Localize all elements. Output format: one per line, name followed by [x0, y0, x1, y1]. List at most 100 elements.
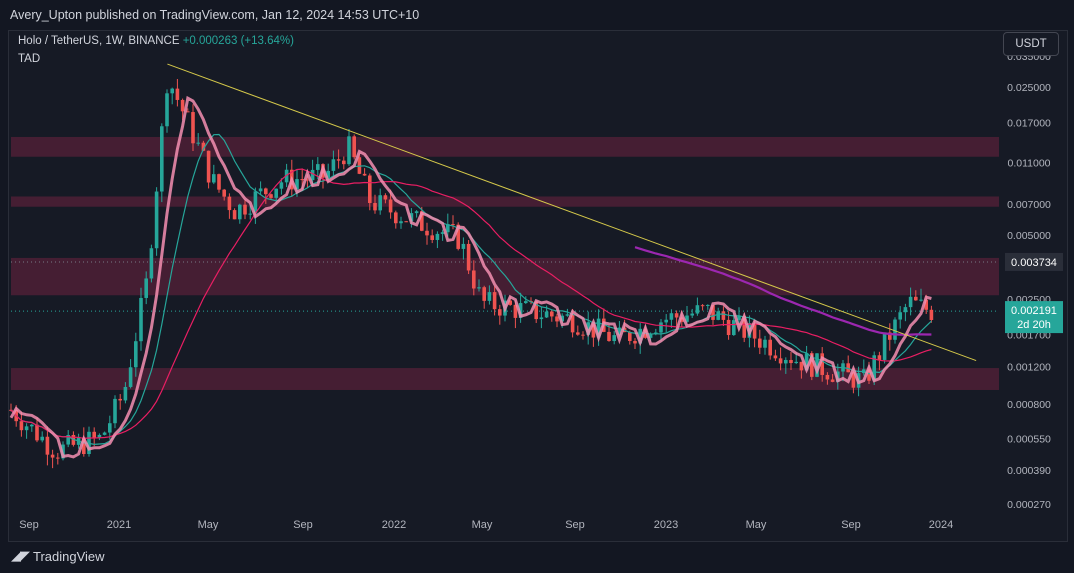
candle-body [576, 332, 580, 335]
indicator-legend[interactable]: TAD [18, 53, 41, 65]
candle-body [305, 179, 310, 181]
candle-body [368, 175, 372, 203]
candle-body [310, 169, 315, 181]
candle-body [799, 361, 804, 371]
currency-button[interactable]: USDT [1003, 32, 1059, 56]
candle-body [326, 170, 330, 178]
candle-body [732, 320, 736, 336]
candle-body [446, 224, 450, 233]
candle-body [830, 379, 835, 382]
x-tick-label: Sep [841, 519, 861, 531]
candle-body [118, 398, 122, 401]
candle-body [466, 243, 471, 271]
candle-body [269, 194, 273, 198]
resistance-zone [11, 136, 999, 157]
candle-body [560, 315, 564, 322]
candle-body [726, 319, 731, 336]
y-tick-label: 0.000550 [1007, 433, 1051, 445]
tradingview-wordmark: TradingView [33, 548, 105, 564]
candle-body [108, 423, 112, 433]
chart-panel[interactable]: 0.035000 0.025000 0.017000 0.011000 0.007000… [8, 30, 1068, 542]
candle-body [524, 301, 528, 304]
candle-body [903, 307, 908, 313]
candle-body [383, 195, 388, 200]
candle-body [180, 99, 185, 112]
candle-body [342, 160, 346, 165]
trailing-stop-line [9, 95, 932, 459]
candle-body [815, 353, 819, 377]
x-tick-label: May [198, 519, 219, 531]
candle-body [154, 191, 159, 249]
candle-body [851, 372, 856, 388]
candle-body [695, 305, 700, 314]
candle-body [586, 322, 590, 335]
candle-body [24, 426, 29, 431]
x-tick-label: 2022 [382, 519, 406, 531]
long-ma-line [634, 246, 932, 336]
y-tick-label: 0.007000 [1007, 199, 1051, 211]
candle-body [253, 191, 258, 214]
candle-body [56, 457, 60, 459]
candle-body [420, 211, 424, 231]
candle-body [581, 334, 585, 336]
candle-body [872, 355, 876, 381]
candle-body [570, 314, 575, 333]
candle-body [804, 353, 809, 371]
x-tick-label: May [472, 519, 493, 531]
candle-body [477, 287, 481, 289]
candle-body [846, 363, 850, 373]
candle-body [456, 224, 460, 249]
candle-body [149, 248, 154, 279]
current-price-label: 0.002191 [1011, 305, 1057, 317]
candle-body [628, 332, 632, 341]
tradingview-brand[interactable]: ◢◤ TradingView [11, 548, 105, 564]
candle-body [206, 150, 211, 183]
candle-body [820, 353, 824, 375]
candle-body [222, 189, 226, 197]
candle-body [882, 332, 887, 360]
candle-body [716, 311, 720, 320]
candle-body [388, 199, 393, 213]
candle-body [274, 188, 278, 198]
candle-body [929, 309, 934, 320]
candle-body [742, 316, 746, 338]
candle-body [45, 436, 50, 455]
y-tick-label: 0.000270 [1007, 499, 1051, 511]
candle-body [300, 179, 304, 181]
candle-body [914, 296, 918, 301]
candle-body [30, 424, 34, 427]
candle-body [607, 331, 611, 342]
candle-body [66, 434, 70, 445]
countdown-label: 2d 20h [1017, 319, 1051, 331]
candle-body [518, 303, 523, 318]
candle-body [789, 359, 793, 364]
candle-body [97, 434, 102, 438]
candle-body [482, 287, 486, 301]
candle-body [706, 304, 710, 306]
candle-body [596, 318, 601, 338]
candle-body [539, 317, 544, 320]
candle-body [102, 432, 107, 435]
candle-body [633, 340, 637, 344]
tradingview-logo-icon: ◢◤ [11, 548, 30, 563]
price-chart[interactable]: 0.0350000.0250000.0170000.0110000.007000… [9, 31, 1067, 541]
symbol-pair: Holo / TetherUS, 1W, BINANCE [18, 35, 180, 47]
candle-body [258, 188, 263, 192]
price-change: +0.000263 (+13.64%) [182, 35, 294, 47]
candle-body [227, 196, 232, 211]
candle-body [778, 358, 783, 364]
candle-body [867, 369, 871, 381]
candle-body [113, 398, 117, 424]
reference-price-tag [1005, 252, 1063, 271]
candle-body [664, 319, 668, 323]
candle-body [336, 159, 341, 161]
candle-body [191, 112, 195, 144]
x-tick-label: Sep [293, 519, 313, 531]
candle-body [248, 213, 252, 215]
candle-body [773, 355, 778, 359]
candle-body [362, 173, 367, 176]
x-tick-label: Sep [565, 519, 585, 531]
candle-body [279, 182, 284, 189]
candle-body [612, 335, 616, 342]
candle-body [352, 136, 356, 158]
